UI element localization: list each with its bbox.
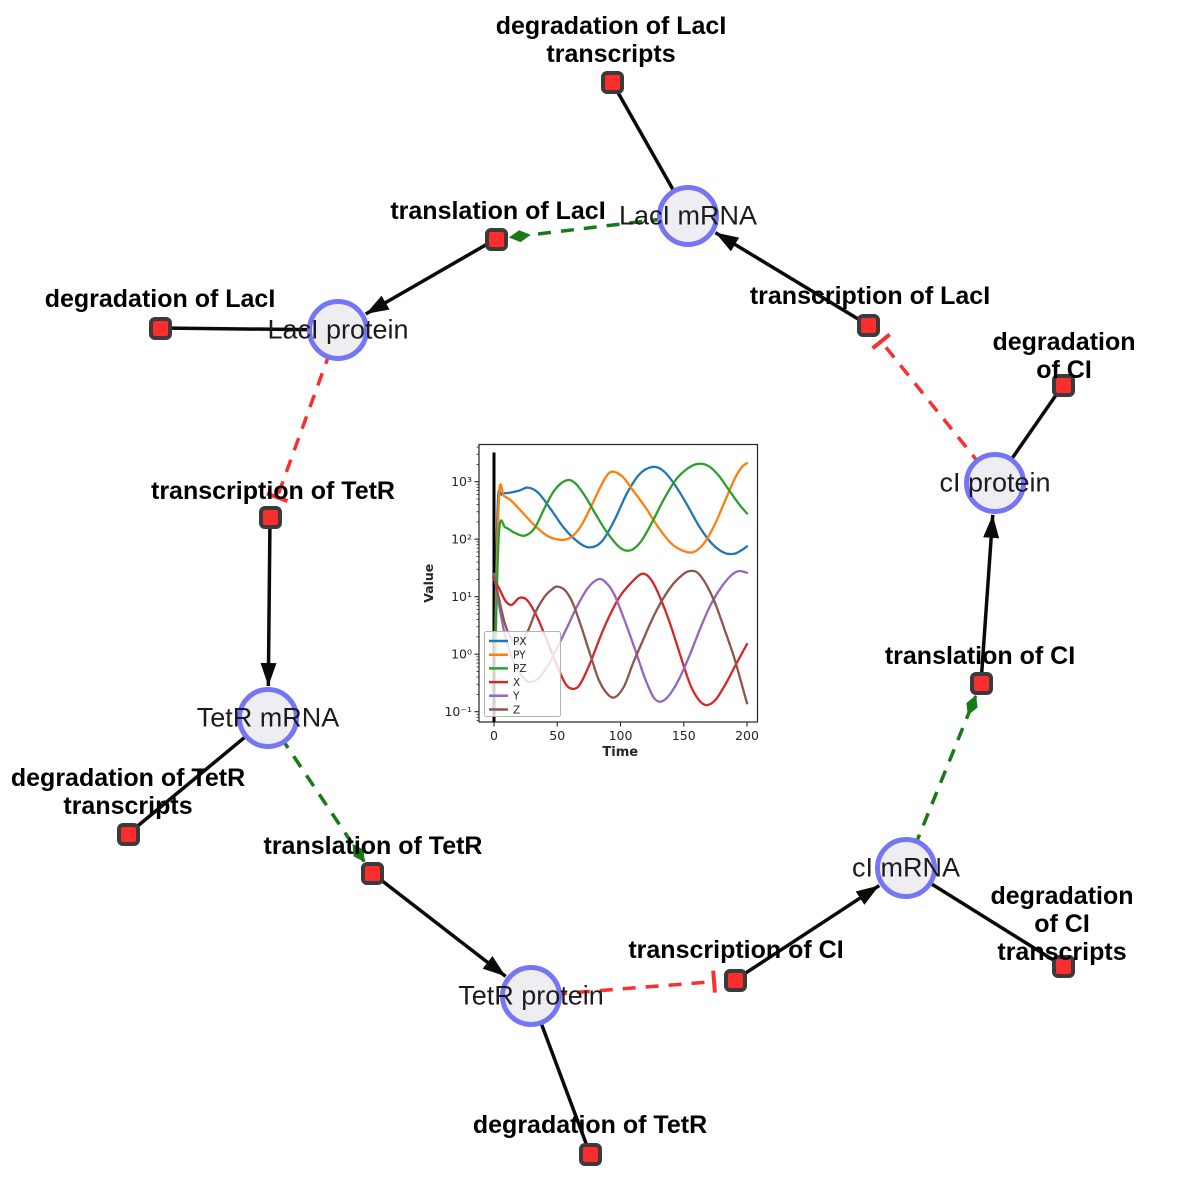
reaction-txn_tetr (258, 505, 282, 529)
legend-label-Y: Y (512, 691, 520, 703)
edge-transl_ci-ci_protein (979, 514, 1000, 684)
species-label-ci_mrna: cI mRNA (852, 852, 960, 883)
legend-label-PX: PX (513, 636, 527, 648)
series-X (492, 572, 749, 707)
reaction-transl_ci (969, 671, 993, 695)
reaction-transl_laci (484, 227, 508, 251)
y-axis-label: Value (421, 564, 436, 603)
reaction-label-transl_ci: translation of CI (884, 642, 1076, 670)
y-tick-label: 10³ (451, 474, 472, 489)
reaction-label-deg_tetr: degradation of TetR (472, 1111, 708, 1139)
species-label-laci_protein: LacI protein (267, 314, 409, 345)
edge-transl_laci-laci_protein (364, 237, 497, 316)
reaction-deg_laci (148, 316, 172, 340)
reaction-txn_laci (856, 313, 880, 337)
species-tetr_mrna (237, 687, 299, 749)
species-label-tetr_mrna: TetR mRNA (196, 702, 340, 733)
x-tick-label: 100 (609, 728, 633, 743)
reaction-label-deg_laci: degradation of LacI (44, 285, 276, 313)
species-ci_protein (964, 452, 1026, 514)
axes-box (478, 443, 759, 723)
reaction-deg_ci (1051, 373, 1075, 397)
legend-label-PZ: PZ (513, 663, 527, 675)
x-axis-label: Time (602, 745, 638, 760)
y-tick-label: 10⁻¹ (444, 704, 472, 719)
x-tick-label: 150 (672, 728, 696, 743)
reaction-transl_tetr (360, 861, 384, 885)
reaction-label-txn_laci: transcription of LacI (749, 282, 991, 310)
species-tetr_protein (500, 965, 562, 1027)
legend-label-PY: PY (513, 650, 526, 662)
edge-txn_tetr-tetr_mrna (260, 516, 277, 687)
y-tick-label: 10¹ (451, 589, 472, 604)
species-label-ci_protein: cI protein (939, 467, 1051, 498)
reaction-label-deg_tetr_tx: degradation of TetR transcripts (10, 764, 246, 820)
y-tick-label: 10⁰ (451, 647, 472, 662)
reaction-label-txn_ci: transcription of CI (628, 936, 844, 964)
series-PY (494, 462, 749, 646)
edge-txn_laci-laci_mrna (714, 231, 869, 327)
reaction-label-deg_laci_tx: degradation of LacI transcripts (495, 12, 727, 68)
species-laci_protein (307, 299, 369, 361)
reaction-deg_ci_tx (1051, 954, 1075, 978)
reaction-deg_tetr_tx (116, 822, 140, 846)
reaction-label-transl_tetr: translation of TetR (263, 832, 483, 860)
series-Z (492, 569, 749, 705)
legend-label-X: X (513, 677, 520, 689)
series-PZ (494, 462, 749, 656)
reaction-label-transl_laci: translation of LacI (390, 197, 606, 225)
species-label-laci_mrna: LacI mRNA (618, 200, 758, 231)
reaction-label-deg_ci: degradation of CI (992, 328, 1136, 384)
y-tick-label: 10² (451, 532, 472, 547)
species-label-tetr_protein: TetR protein (458, 980, 604, 1011)
edge-transl_tetr-tetr_protein (370, 871, 507, 978)
reaction-deg_tetr (578, 1142, 602, 1166)
reaction-deg_laci_tx (600, 70, 624, 94)
species-ci_mrna (875, 837, 937, 899)
species-laci_mrna (657, 185, 719, 247)
edge-txn_ci-ci_mrna (734, 884, 881, 982)
reaction-txn_ci (723, 968, 747, 992)
x-tick-label: 50 (549, 728, 565, 743)
x-tick-label: 0 (490, 728, 498, 743)
reaction-label-deg_ci_tx: degradation of CI transcripts (990, 882, 1134, 966)
series-PX (494, 465, 749, 639)
legend-label-Z: Z (513, 704, 520, 716)
x-tick-label: 200 (735, 728, 759, 743)
